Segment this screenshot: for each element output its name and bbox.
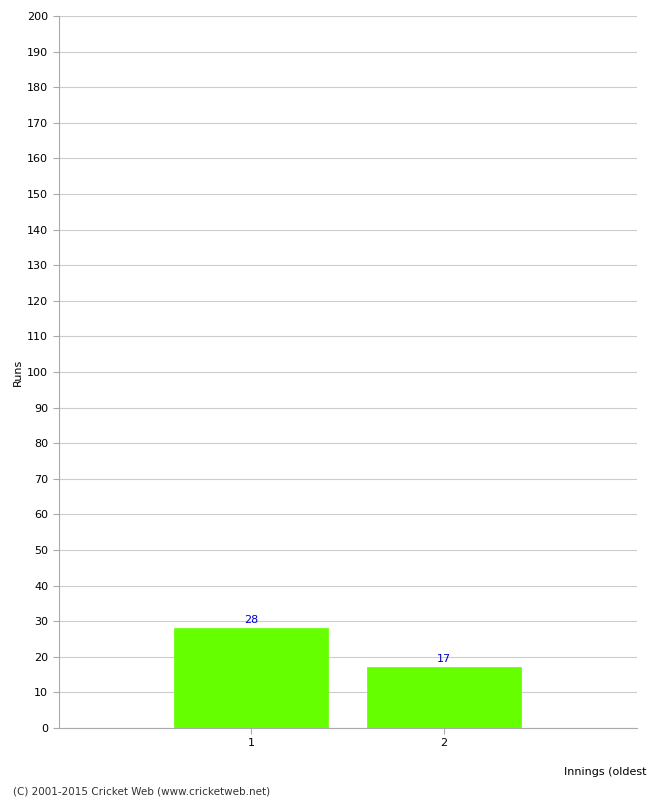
Text: (C) 2001-2015 Cricket Web (www.cricketweb.net): (C) 2001-2015 Cricket Web (www.cricketwe… <box>13 786 270 796</box>
Bar <box>367 667 521 728</box>
Text: 17: 17 <box>437 654 451 664</box>
X-axis label: Innings (oldest to newest): Innings (oldest to newest) <box>564 767 650 777</box>
Y-axis label: Runs: Runs <box>13 358 23 386</box>
Text: 28: 28 <box>244 614 259 625</box>
Bar <box>174 628 328 728</box>
